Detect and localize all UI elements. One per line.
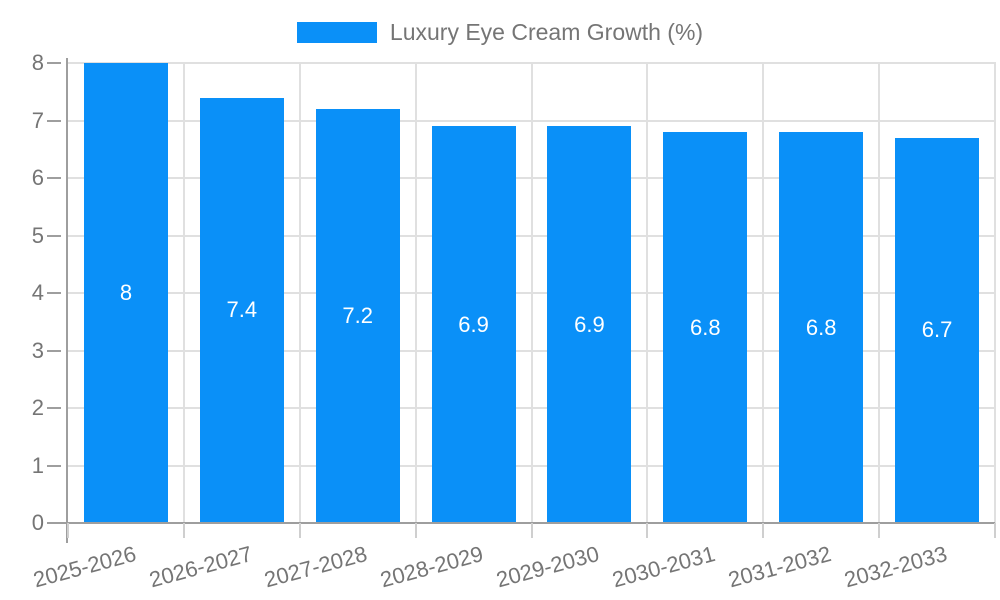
bar-value-label: 6.9	[458, 311, 489, 337]
bar-2031-2032[interactable]	[779, 132, 864, 523]
legend-swatch-icon	[296, 22, 377, 43]
y-tick-label: 5	[31, 222, 44, 248]
bar-2025-2026[interactable]	[83, 63, 168, 523]
x-tick-mark	[67, 523, 69, 538]
x-tick-label: 2029-2030	[493, 541, 602, 593]
gridline-vertical	[762, 62, 765, 523]
y-tick-mark	[47, 62, 61, 64]
x-tick-label: 2028-2029	[377, 541, 487, 593]
bar-2029-2030[interactable]	[547, 126, 632, 523]
x-tick-mark	[878, 523, 881, 538]
x-tick-mark	[530, 523, 533, 538]
y-tick-mark	[47, 292, 61, 294]
bar-value-label: 6.8	[805, 314, 837, 340]
x-axis-line	[58, 522, 995, 524]
y-tick-label: 2	[31, 395, 44, 420]
bar-2026-2027[interactable]	[199, 97, 284, 523]
x-tick-label: 2027-2028	[262, 541, 371, 593]
gridline-vertical	[994, 62, 996, 523]
y-tick-label: 0	[31, 510, 44, 535]
x-tick-mark	[182, 523, 185, 538]
bar-2030-2031[interactable]	[663, 132, 748, 523]
bar-2032-2033[interactable]	[895, 137, 980, 523]
y-tick-mark	[47, 464, 61, 467]
bar-value-label: 6.7	[921, 317, 953, 343]
bar-2028-2029[interactable]	[431, 126, 516, 523]
y-tick-label: 4	[31, 280, 44, 305]
gridline-vertical	[530, 62, 533, 523]
x-tick-mark	[414, 523, 417, 538]
y-tick-mark	[47, 234, 61, 237]
legend-label: Luxury Eye Cream Growth (%)	[389, 19, 704, 45]
gridline-vertical	[182, 62, 185, 523]
gridline-vertical	[878, 62, 881, 523]
y-axis-line	[66, 58, 68, 543]
y-tick-label: 7	[31, 107, 44, 133]
gridline-vertical	[414, 62, 417, 523]
bar-value-label: 6.8	[690, 314, 721, 340]
y-tick-mark	[47, 407, 61, 409]
y-tick-mark	[47, 119, 61, 122]
bar-value-label: 8	[119, 280, 133, 305]
y-tick-label: 3	[31, 337, 44, 363]
legend: Luxury Eye Cream Growth (%)	[0, 21, 1000, 44]
y-tick-label: 8	[31, 50, 44, 75]
x-tick-mark	[762, 523, 765, 538]
x-tick-label: 2031-2032	[725, 541, 834, 593]
bar-value-label: 7.2	[342, 303, 373, 328]
x-tick-mark	[646, 523, 649, 538]
x-tick-mark	[994, 523, 996, 538]
x-tick-label: 2025-2026	[30, 541, 139, 593]
bar-value-label: 6.9	[574, 311, 605, 337]
gridline-vertical	[646, 62, 649, 523]
x-tick-label: 2026-2027	[146, 541, 255, 593]
x-tick-mark	[298, 523, 301, 538]
y-tick-label: 1	[31, 452, 44, 478]
bar-2027-2028[interactable]	[315, 109, 400, 523]
x-tick-label: 2032-2033	[841, 541, 950, 593]
y-tick-mark	[47, 177, 61, 179]
bar-value-label: 7.4	[226, 297, 258, 323]
x-tick-label: 2030-2031	[609, 541, 718, 593]
legend-item[interactable]: Luxury Eye Cream Growth (%)	[296, 19, 704, 45]
gridline-vertical	[298, 62, 301, 523]
y-tick-mark	[47, 349, 61, 352]
y-tick-mark	[47, 522, 61, 524]
y-tick-label: 6	[31, 165, 44, 190]
